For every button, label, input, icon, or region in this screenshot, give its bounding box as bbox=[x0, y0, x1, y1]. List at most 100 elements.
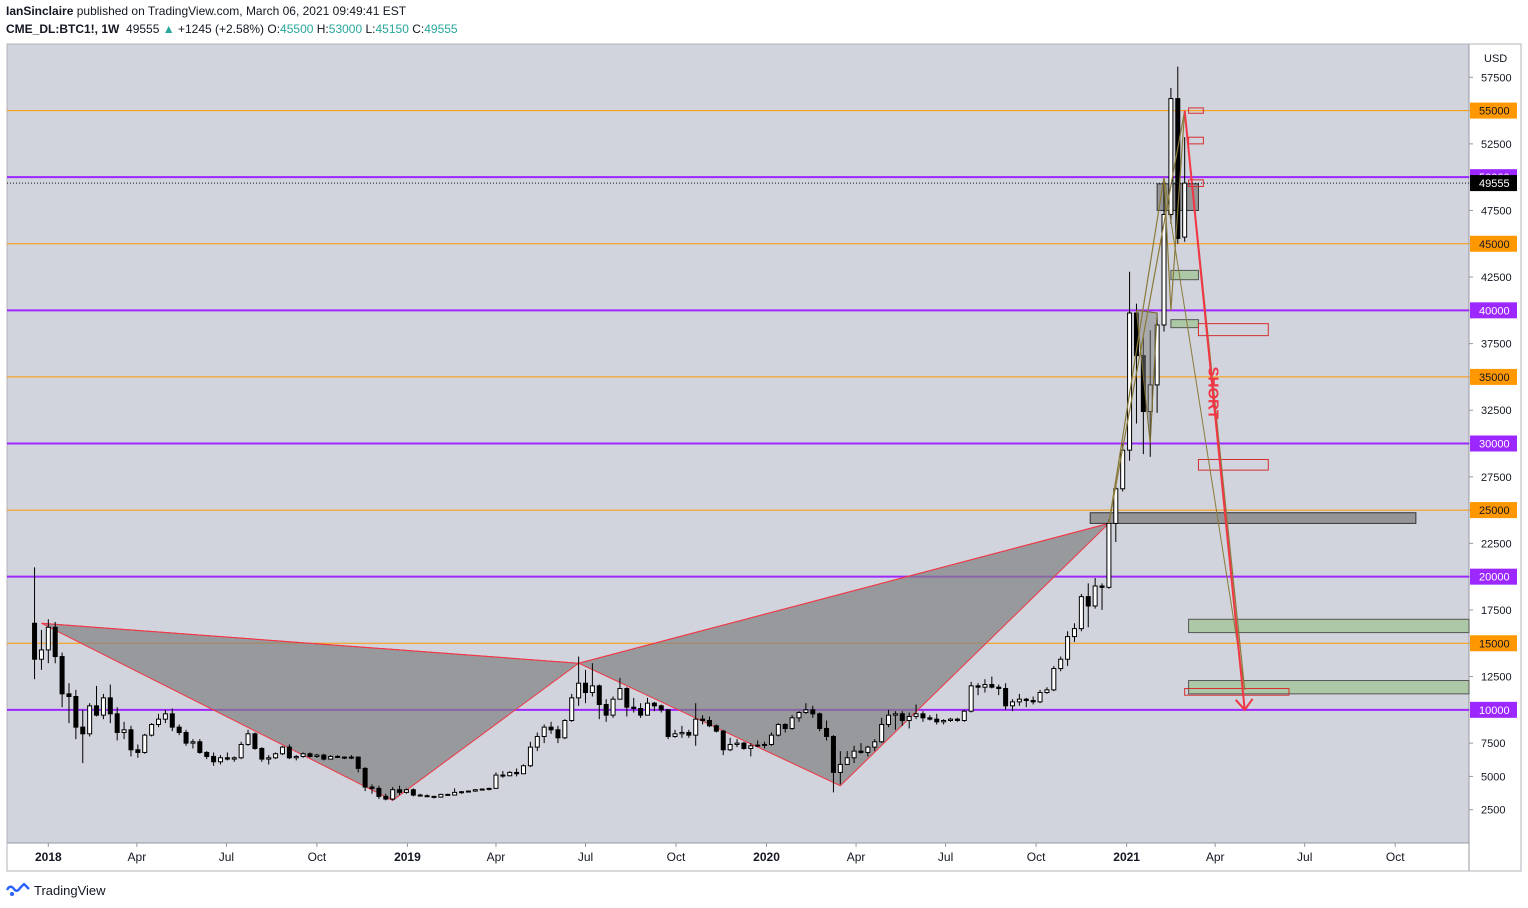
level-tag bbox=[1470, 701, 1517, 718]
candle bbox=[300, 752, 306, 758]
candle bbox=[390, 787, 396, 801]
zone-red bbox=[1188, 107, 1204, 114]
candle-body bbox=[73, 696, 79, 728]
candle-body bbox=[507, 771, 513, 777]
level-tag-label: 30000 bbox=[1479, 439, 1510, 451]
candle bbox=[810, 705, 816, 718]
candle-body bbox=[824, 727, 830, 737]
candle bbox=[665, 709, 671, 740]
candle bbox=[899, 711, 905, 726]
candle-body bbox=[431, 795, 437, 798]
candle-body bbox=[1168, 98, 1174, 215]
candle bbox=[555, 725, 561, 744]
projection-line-ad bbox=[1163, 177, 1246, 690]
symbol-info: CME_DL:BTC1!, 1W 49555 ▲ +1245 (+2.58%) … bbox=[6, 22, 458, 36]
candle bbox=[1168, 87, 1174, 224]
candle bbox=[658, 704, 664, 713]
y-tick-label: 32500 bbox=[1481, 405, 1512, 417]
candle-body bbox=[706, 719, 712, 727]
zone-gray bbox=[1089, 512, 1417, 524]
brand-label: TradingView bbox=[34, 882, 106, 898]
candle bbox=[589, 663, 595, 697]
candle-body bbox=[300, 753, 306, 757]
short-arrow-head bbox=[1234, 698, 1254, 712]
candle-body bbox=[700, 718, 706, 721]
candle-body bbox=[521, 765, 527, 775]
candle bbox=[176, 724, 182, 736]
level-tag-label: 20000 bbox=[1479, 572, 1510, 584]
level-tag bbox=[1470, 502, 1517, 519]
candle bbox=[521, 764, 527, 775]
candle-body bbox=[293, 755, 299, 759]
candle bbox=[996, 684, 1002, 696]
low-value: 45150 bbox=[375, 22, 409, 36]
x-tick-label: Oct bbox=[308, 850, 327, 864]
candle-body bbox=[748, 745, 754, 749]
candle-body bbox=[245, 733, 251, 745]
candle-body bbox=[231, 757, 237, 760]
candle-body bbox=[238, 743, 244, 759]
candle-body bbox=[383, 795, 389, 800]
candle-body bbox=[183, 731, 189, 744]
candle bbox=[679, 725, 685, 738]
candle-body bbox=[162, 713, 168, 720]
candle-body bbox=[32, 622, 38, 660]
candle-body bbox=[954, 718, 960, 721]
candle-body bbox=[1161, 213, 1167, 326]
candle-body bbox=[493, 774, 499, 789]
candle bbox=[768, 732, 774, 746]
candle-body bbox=[913, 713, 919, 717]
pattern-line-bd bbox=[578, 522, 1110, 664]
candle-body bbox=[872, 741, 878, 748]
publish-info: IanSinclaire published on TradingView.co… bbox=[6, 4, 406, 18]
x-tick-label: Apr bbox=[487, 850, 506, 864]
candle-body bbox=[768, 734, 774, 745]
short-arrow-shaft bbox=[1183, 110, 1246, 710]
candle bbox=[507, 771, 513, 777]
x-tick-label: 2020 bbox=[753, 850, 780, 864]
y-tick-label: 27500 bbox=[1481, 472, 1512, 484]
candle bbox=[252, 732, 258, 750]
candle-body bbox=[87, 705, 93, 735]
candle bbox=[700, 715, 706, 725]
candle-body bbox=[1175, 98, 1181, 239]
candle bbox=[576, 656, 582, 706]
author-name[interactable]: IanSinclaire bbox=[6, 4, 74, 18]
candle bbox=[149, 723, 155, 737]
candle-body bbox=[996, 686, 1002, 690]
candle bbox=[638, 703, 644, 718]
candle bbox=[1016, 693, 1022, 706]
candle bbox=[348, 755, 354, 760]
candle-body bbox=[307, 753, 313, 757]
footer: TradingView bbox=[6, 880, 106, 900]
candle bbox=[335, 755, 341, 758]
candle-body bbox=[803, 709, 809, 713]
candle bbox=[238, 741, 244, 760]
candle-body bbox=[865, 746, 871, 753]
candle bbox=[465, 790, 471, 793]
candle bbox=[1030, 696, 1036, 705]
candle bbox=[128, 725, 134, 757]
close-value: 49555 bbox=[424, 22, 458, 36]
x-tick-label: Oct bbox=[1027, 850, 1046, 864]
candle bbox=[66, 683, 72, 724]
candle bbox=[1085, 583, 1091, 628]
candle-body bbox=[720, 730, 726, 751]
candle-body bbox=[279, 746, 285, 755]
candle bbox=[631, 697, 637, 713]
candle-body bbox=[403, 789, 409, 793]
candle-body bbox=[851, 750, 857, 759]
candle bbox=[644, 697, 650, 716]
candle bbox=[583, 669, 589, 704]
candle bbox=[844, 751, 850, 765]
candle-body bbox=[920, 713, 926, 719]
zone-green bbox=[1170, 319, 1199, 329]
candle-body bbox=[410, 789, 416, 796]
candle bbox=[383, 793, 389, 801]
chart-frame bbox=[6, 43, 1522, 872]
candle bbox=[624, 687, 630, 717]
candle-body bbox=[527, 746, 533, 767]
candle-body bbox=[844, 757, 850, 765]
y-tick-label: 42500 bbox=[1481, 272, 1512, 284]
